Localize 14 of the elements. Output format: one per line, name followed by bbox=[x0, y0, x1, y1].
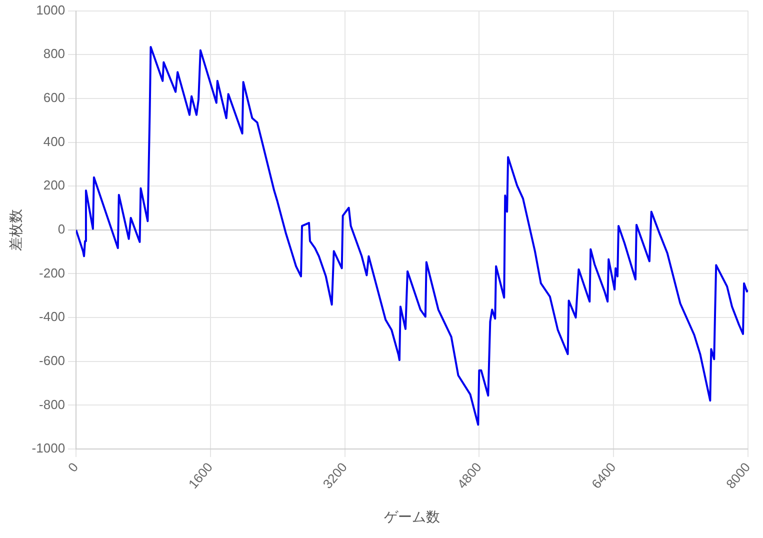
y-tick-label: 400 bbox=[43, 134, 66, 149]
x-axis-title: ゲーム数 bbox=[384, 508, 440, 524]
y-tick-label: -200 bbox=[39, 265, 66, 280]
y-tick-label: 800 bbox=[43, 46, 66, 62]
y-axis-title: 差枚数 bbox=[7, 208, 24, 251]
y-tick-label: -1000 bbox=[32, 440, 66, 456]
y-tick-label: 0 bbox=[58, 221, 66, 236]
y-tick-label: 600 bbox=[43, 90, 66, 106]
y-tick-label: -800 bbox=[39, 396, 66, 412]
y-tick-label: -600 bbox=[39, 352, 66, 368]
x-tick-label: 0 bbox=[64, 460, 82, 475]
y-tick-label: 1000 bbox=[36, 2, 66, 18]
y-tick-label: 200 bbox=[43, 178, 66, 193]
y-tick-label: -400 bbox=[39, 309, 66, 324]
